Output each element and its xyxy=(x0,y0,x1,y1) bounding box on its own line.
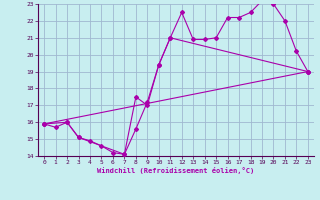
X-axis label: Windchill (Refroidissement éolien,°C): Windchill (Refroidissement éolien,°C) xyxy=(97,167,255,174)
